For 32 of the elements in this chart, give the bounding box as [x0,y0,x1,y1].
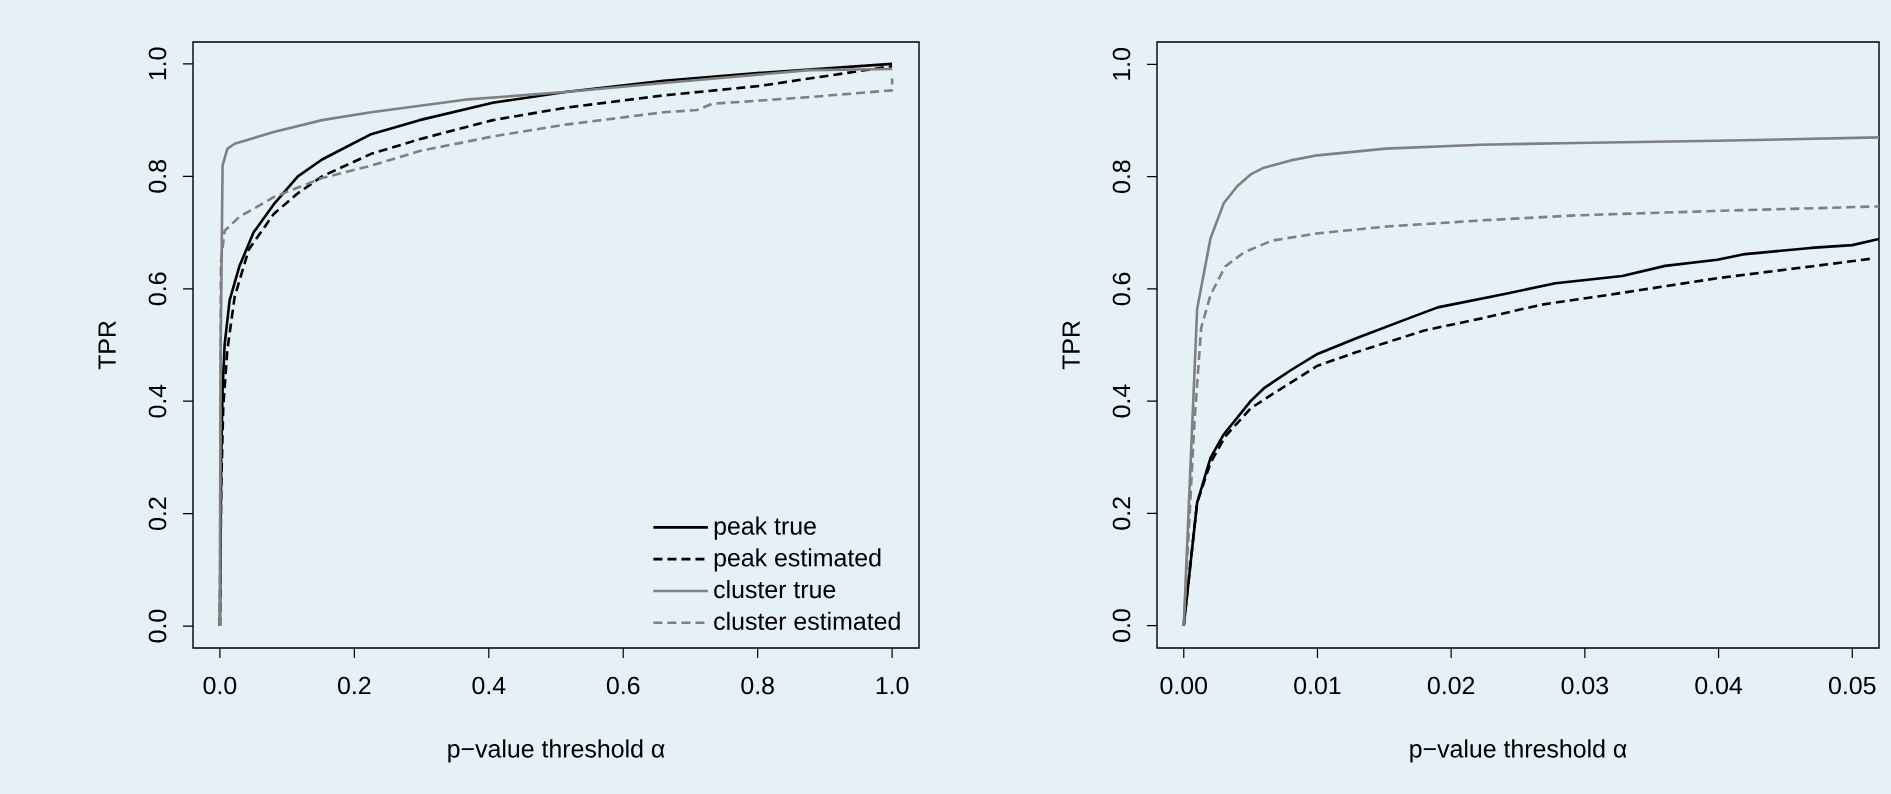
y-tick-label: 0.0 [148,609,167,643]
legend-label: peak estimated [714,548,881,572]
y-tick-label: 0.4 [1112,384,1131,418]
y-tick-label: 0.6 [148,272,167,306]
legend-label: cluster true [714,580,836,599]
y-tick-label: 1.0 [1112,48,1131,80]
y-tick-label: 0.0 [1112,609,1131,642]
x-tick-label: 0.6 [606,676,640,695]
legend-label: peak true [714,516,816,540]
x-tick-label: 0.0 [203,676,237,695]
y-tick-label: 0.2 [1112,497,1131,530]
x-axis-title: p−value threshold α [448,739,665,763]
x-tick-label: 0.04 [1695,676,1743,695]
y-tick-label: 0.8 [148,160,167,193]
y-tick-label: 1.0 [148,47,167,80]
x-tick-label: 0.00 [1160,676,1208,695]
x-tick-label: 0.02 [1427,676,1475,695]
y-axis-title: TPR [1062,321,1080,370]
y-tick-label: 0.6 [1112,272,1131,306]
y-tick-label: 0.4 [148,384,167,418]
legend-label: cluster estimated [714,611,900,631]
x-tick-label: 0.4 [472,676,506,695]
x-tick-label: 0.2 [337,676,371,695]
y-tick-label: 0.8 [1112,160,1131,193]
y-tick-label: 0.2 [148,497,167,530]
x-axis-title: p−value threshold α [1410,739,1627,763]
x-tick-label: 0.03 [1561,676,1608,695]
x-tick-label: 0.05 [1829,676,1876,695]
x-tick-label: 0.01 [1294,676,1341,695]
x-tick-label: 0.8 [741,676,774,695]
x-tick-label: 1.0 [876,676,909,695]
y-axis-title: TPR [98,321,116,370]
